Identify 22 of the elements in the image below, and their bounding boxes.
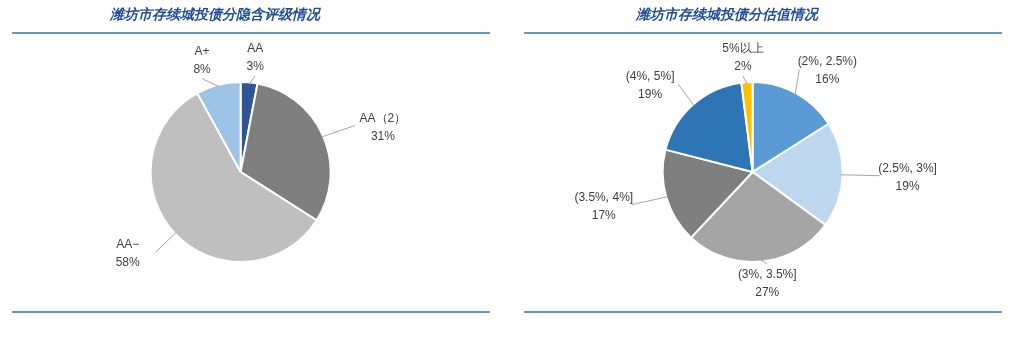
slice-label: (3%, 3.5%] (737, 267, 797, 281)
slice-label: AA (247, 41, 264, 55)
data-label: 31% (370, 128, 396, 143)
data-label: 2% (734, 59, 752, 73)
data-label: 16% (815, 72, 840, 87)
slice-label: (4%, 5%] (625, 69, 675, 84)
chart-title: 潍坊市存续城投债分估值情况 (635, 6, 821, 22)
slice-label: (3.5%, 4%] (574, 189, 634, 204)
slice-label: A+ (194, 43, 210, 58)
data-label: 19% (638, 87, 663, 102)
slice-label: AA（2） (359, 110, 407, 125)
data-label: 8% (193, 61, 212, 76)
chart-title: 潍坊市存续城投债分隐含评级情况 (109, 6, 323, 22)
data-label: 17% (591, 207, 617, 222)
data-label: 58% (115, 255, 140, 270)
slice-label: 5%以上 (722, 41, 764, 55)
data-label: 3% (246, 59, 265, 73)
data-label: 19% (895, 178, 920, 193)
slice-label: (2.5%, 3%] (878, 160, 937, 175)
data-label: 27% (755, 285, 780, 299)
slice-label: (2%, 2.5%) (797, 54, 857, 69)
slice-label: AA− (116, 237, 140, 252)
